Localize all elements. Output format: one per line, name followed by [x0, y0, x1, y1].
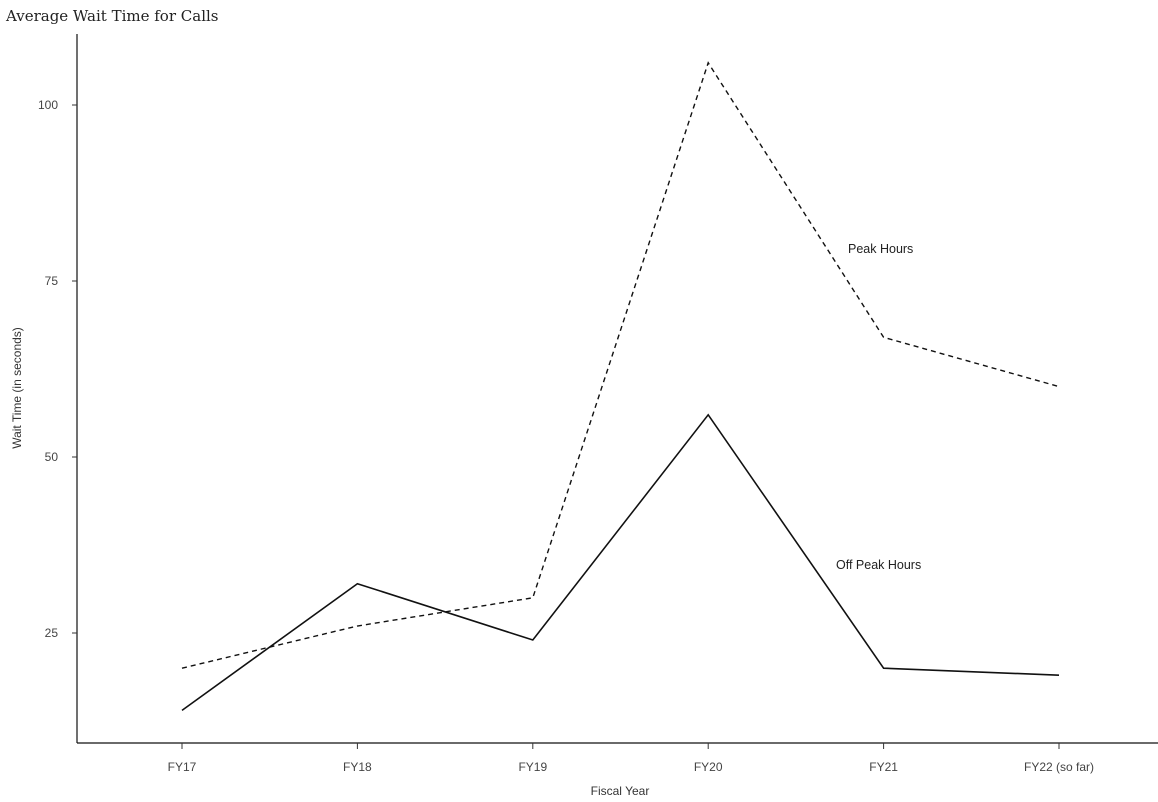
x-tick-label: FY18 [343, 760, 372, 774]
x-tick-label: FY17 [168, 760, 197, 774]
y-tick-label: 100 [38, 98, 58, 112]
x-tick-label: FY20 [694, 760, 723, 774]
series-line-peak-hours [181, 61, 1060, 669]
y-tick-label: 50 [45, 450, 59, 464]
x-tick-label: FY21 [869, 760, 898, 774]
y-tick-label: 75 [45, 274, 59, 288]
y-tick-label: 25 [45, 626, 59, 640]
chart-title: Average Wait Time for Calls [5, 7, 219, 25]
x-tick-group: FY17 FY18 FY19 FY20 FY21 FY22 (so far) [168, 743, 1094, 774]
series-line-off-peak-hours [181, 413, 1060, 712]
x-tick-label: FY19 [518, 760, 547, 774]
y-tick-group: 25 50 75 100 [38, 98, 77, 640]
x-tick-label: FY22 (so far) [1024, 760, 1094, 774]
series-line-group [181, 61, 1060, 712]
y-axis-label: Wait Time (in seconds) [10, 327, 24, 449]
x-axis-label: Fiscal Year [591, 784, 650, 798]
series-label-peak-hours: Peak Hours [848, 242, 913, 256]
series-label-off-peak-hours: Off Peak Hours [836, 558, 921, 572]
